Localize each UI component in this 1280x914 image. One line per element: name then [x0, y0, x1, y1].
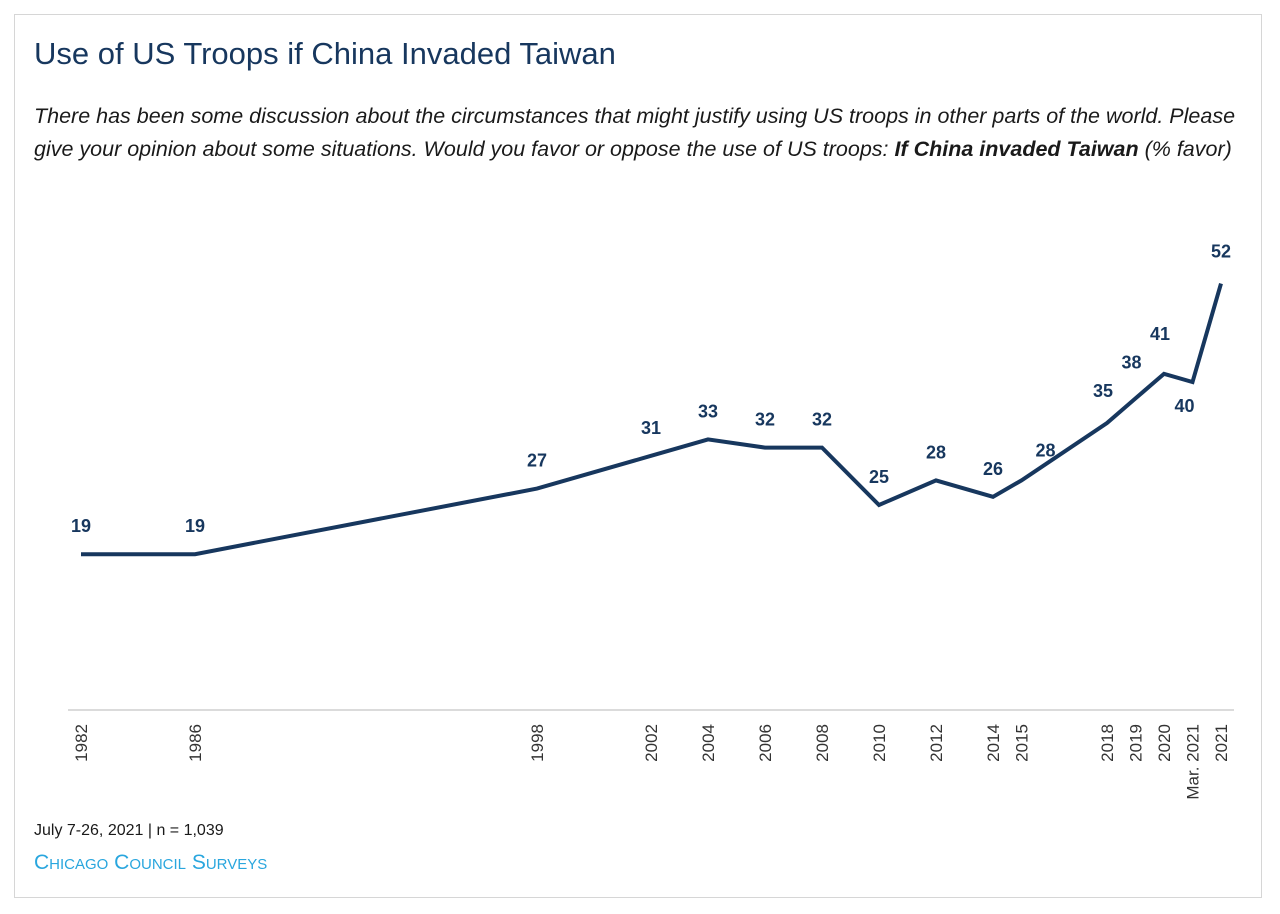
data-label: 38	[1121, 352, 1141, 372]
x-tick-label: 1998	[528, 724, 547, 762]
x-tick-labels: 1982 1986 1998 2002 2004 2006 2008 2010 2012 2014…	[72, 724, 1231, 800]
data-label: 19	[71, 516, 91, 536]
data-label: 52	[1211, 242, 1231, 262]
data-labels: 19 19 27 31 33 32 32 25 28 26 28 35 38 41 40 52	[71, 242, 1231, 537]
subtitle-unit: (% favor)	[1138, 137, 1232, 161]
x-tick-label: 1986	[186, 724, 205, 762]
survey-date: July 7-26, 2021 | n = 1,039	[34, 822, 224, 839]
x-tick-label: 2010	[870, 724, 889, 762]
data-label: 28	[926, 442, 946, 462]
x-tick-label: 2004	[699, 724, 718, 762]
x-tick-label: 2020	[1155, 724, 1174, 762]
data-label: 25	[869, 467, 889, 487]
x-tick-label: 2014	[984, 724, 1003, 762]
x-tick-label: 2015	[1013, 724, 1032, 762]
data-label: 19	[185, 516, 205, 536]
chart-subtitle: There has been some discussion about the…	[34, 100, 1239, 166]
x-tick-label: 2019	[1127, 724, 1146, 762]
x-tick-label: 2018	[1098, 724, 1117, 762]
series-line-favor	[81, 283, 1223, 557]
data-label: 32	[755, 410, 775, 430]
data-label: 41	[1150, 324, 1170, 344]
chart-card	[14, 14, 1262, 898]
data-label: 40	[1174, 396, 1194, 416]
chart-title: Use of US Troops if China Invaded Taiwan	[34, 36, 616, 71]
x-tick-label: 1982	[72, 724, 91, 762]
x-tick-label: 2008	[813, 724, 832, 762]
data-label: 33	[698, 401, 718, 421]
data-label: 28	[1035, 440, 1055, 460]
x-tick-label: 2006	[756, 724, 775, 762]
x-tick-label: 2021	[1212, 724, 1231, 762]
subtitle-emphasis: If China invaded Taiwan	[894, 137, 1139, 161]
data-label: 26	[983, 459, 1003, 479]
data-label: 35	[1093, 381, 1113, 401]
data-label: 27	[527, 451, 547, 471]
subtitle-question: There has been some discussion about the…	[34, 104, 1236, 161]
x-tick-label: 2002	[642, 724, 661, 762]
data-label: 32	[812, 410, 832, 430]
source-brand: Chicago Council Surveys	[34, 851, 268, 874]
data-label: 31	[641, 418, 661, 438]
x-tick-label: 2012	[927, 724, 946, 762]
x-tick-label: Mar. 2021	[1184, 724, 1203, 800]
